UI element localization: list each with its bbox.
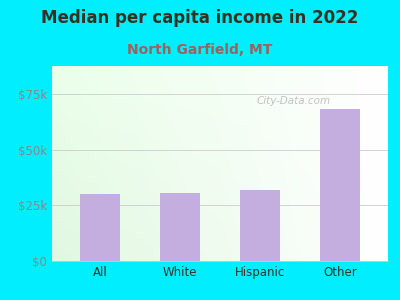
Bar — [160, 193, 200, 261]
Bar — [80, 194, 120, 261]
Bar — [240, 190, 280, 261]
Text: Median per capita income in 2022: Median per capita income in 2022 — [41, 9, 359, 27]
Bar — [320, 110, 360, 261]
Text: City-Data.com: City-Data.com — [257, 96, 331, 106]
Text: North Garfield, MT: North Garfield, MT — [127, 44, 273, 58]
